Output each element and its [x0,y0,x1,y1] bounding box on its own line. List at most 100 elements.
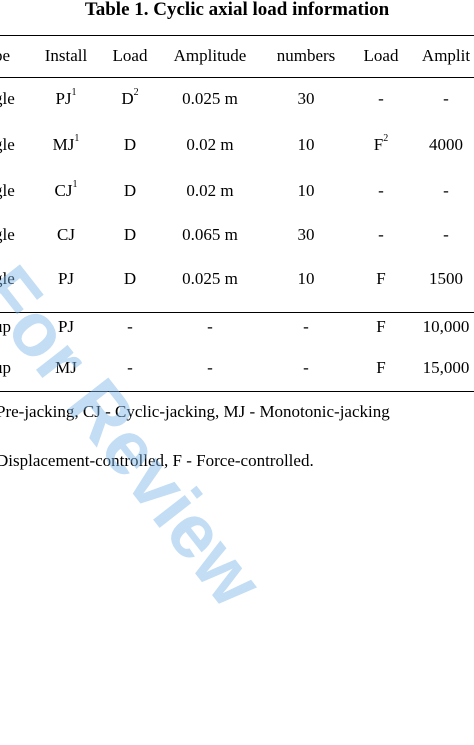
cell-install: CJ1 [54,179,78,201]
cell-type: gle [0,135,15,155]
cell-install: MJ [55,358,77,378]
cell-install-text: MJ [55,358,77,377]
cell-load: - [127,317,133,337]
cell-install-superscript: 1 [74,133,80,145]
cell-load2-text: F [373,135,384,154]
cell-amplitude2: - [443,225,449,245]
cell-type: up [0,358,11,378]
cell-load-text: - [127,317,133,336]
cell-load: D2 [121,88,138,109]
cell-install: MJ1 [52,133,80,155]
cell-type-text: gle [0,89,15,108]
cell-amplitude: 0.02 m [186,135,233,155]
cell-amplitude-text: - [207,358,213,377]
cell-amplitude-text: - [207,317,213,336]
cell-type-text: gle [0,269,15,288]
cell-amplitude2-text: 10,000 [422,317,470,336]
cell-numbers-text: 10 [297,181,315,200]
cell-load2-superscript: 2 [383,133,389,145]
cell-load: D [124,181,136,201]
cell-amplitude: 0.025 m [182,269,238,289]
cell-numbers: 30 [298,225,315,245]
cell-numbers-text: 30 [297,89,315,108]
cell-load2: - [378,225,384,245]
cell-amplitude2: - [443,181,449,201]
cell-amplitude2: 15,000 [423,358,470,378]
cell-type-text: gle [0,135,15,154]
cell-load: - [127,358,133,378]
cell-load2: F [376,358,385,378]
cell-numbers: - [303,358,309,378]
cell-load2-text: F [376,317,386,336]
cell-load: D [124,135,136,155]
cell-install-text: MJ [52,135,75,154]
cell-amplitude2-text: 15,000 [422,358,470,377]
cell-load2: F [376,317,385,337]
cell-install-text: CJ [57,225,75,244]
cell-type-text: gle [0,225,15,244]
cell-install: PJ [58,317,74,337]
watermark-text: For Review [0,250,279,623]
cell-load2-text: F [376,358,386,377]
cell-load2-text: - [378,181,384,200]
cell-install-text: PJ [57,269,75,288]
cell-numbers-text: - [303,358,309,377]
cell-amplitude2: 1500 [429,269,463,289]
footnote-1: Pre-jacking, CJ - Cyclic-jacking, MJ - M… [0,402,390,421]
header-numbers: numbers [276,46,336,65]
header-amplitude2: Amplit [421,46,471,65]
cell-load2: F2 [373,133,389,155]
cell-install-superscript: 1 [72,179,78,191]
table-header-rule [0,77,474,78]
footnote-2: Displacement-controlled, F - Force-contr… [0,451,314,470]
cell-type-text: up [0,358,11,377]
cell-numbers-text: 30 [297,225,315,244]
cell-amplitude: - [207,317,213,337]
cell-amplitude-text: 0.02 m [186,181,234,200]
cell-amplitude-text: 0.025 m [182,269,238,288]
cell-load-text: D [123,181,137,200]
cell-load2: - [378,181,384,201]
cell-type-text: gle [0,181,15,200]
table-group-rule [0,312,474,313]
cell-numbers: - [303,317,309,337]
cell-type: gle [0,269,15,289]
cell-install-text: CJ [54,181,73,200]
header-load2: Load [363,46,399,65]
cell-load-text: - [127,358,133,377]
cell-amplitude: - [207,358,213,378]
header-type: pe [0,46,11,65]
cell-type: gle [0,89,15,109]
cell-type-text: up [0,317,11,336]
cell-install-text: PJ [57,317,75,336]
cell-numbers: 10 [298,135,315,155]
cell-load2-text: - [378,225,384,244]
cell-load-text: D [121,89,134,108]
cell-install-superscript: 1 [71,87,77,99]
cell-numbers: 10 [298,269,315,289]
cell-install-text: PJ [55,89,72,108]
cell-amplitude: 0.02 m [186,181,233,201]
cell-amplitude: 0.025 m [182,89,238,109]
header-amplitude: Amplitude [173,46,247,65]
cell-install: PJ [58,269,74,289]
cell-load2-text: F [376,269,386,288]
cell-load2-text: - [378,89,384,108]
cell-type: gle [0,225,15,245]
cell-amplitude2-text: - [443,225,449,244]
table-top-rule [0,35,474,36]
cell-numbers-text: - [303,317,309,336]
cell-load-text: D [123,269,137,288]
cell-install: PJ1 [55,87,77,109]
cell-amplitude-text: 0.065 m [182,225,238,244]
cell-numbers: 30 [298,89,315,109]
cell-amplitude-text: 0.025 m [182,89,238,108]
cell-amplitude: 0.065 m [182,225,238,245]
header-load: Load [112,46,148,65]
cell-load2: F [376,269,385,289]
header-install: Install [44,46,88,65]
cell-amplitude2: - [443,89,449,109]
cell-amplitude2-text: 1500 [429,269,463,288]
cell-amplitude2-text: - [443,181,449,200]
cell-type: up [0,317,11,337]
